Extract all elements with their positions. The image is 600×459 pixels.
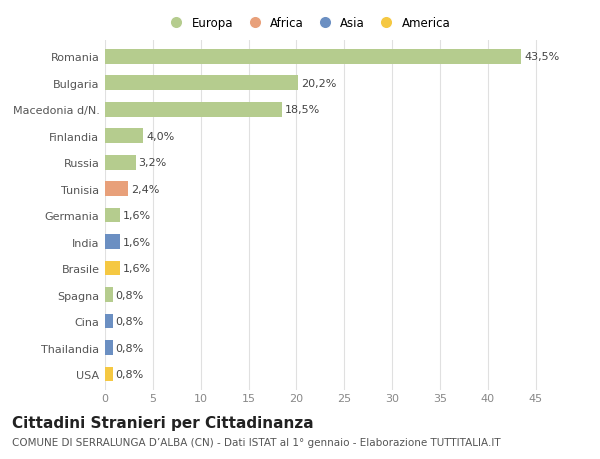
Text: 0,8%: 0,8% (116, 369, 144, 379)
Text: 0,8%: 0,8% (116, 316, 144, 326)
Bar (105, 76, 298, 91)
Text: 43,5%: 43,5% (524, 52, 560, 62)
Bar (105, 103, 282, 118)
Text: 0,8%: 0,8% (116, 290, 144, 300)
Text: 0,8%: 0,8% (116, 343, 144, 353)
Bar (105, 156, 136, 170)
Text: 1,6%: 1,6% (123, 211, 151, 221)
Text: 20,2%: 20,2% (301, 78, 337, 89)
Text: 3,2%: 3,2% (139, 158, 167, 168)
Bar (105, 208, 121, 223)
Bar (105, 182, 128, 196)
Bar (105, 235, 121, 249)
Text: Cittadini Stranieri per Cittadinanza: Cittadini Stranieri per Cittadinanza (12, 415, 314, 431)
Legend: Europa, Africa, Asia, America: Europa, Africa, Asia, America (162, 14, 453, 32)
Bar (105, 129, 143, 144)
Bar (105, 314, 113, 329)
Text: COMUNE DI SERRALUNGA D’ALBA (CN) - Dati ISTAT al 1° gennaio - Elaborazione TUTTI: COMUNE DI SERRALUNGA D’ALBA (CN) - Dati … (12, 437, 500, 447)
Bar (105, 288, 113, 302)
Text: 4,0%: 4,0% (146, 131, 175, 141)
Text: 1,6%: 1,6% (123, 263, 151, 274)
Text: 1,6%: 1,6% (123, 237, 151, 247)
Bar (105, 367, 113, 381)
Bar (105, 261, 121, 276)
Text: 2,4%: 2,4% (131, 185, 159, 194)
Text: 18,5%: 18,5% (285, 105, 320, 115)
Bar (105, 341, 113, 355)
Bar (105, 50, 521, 64)
